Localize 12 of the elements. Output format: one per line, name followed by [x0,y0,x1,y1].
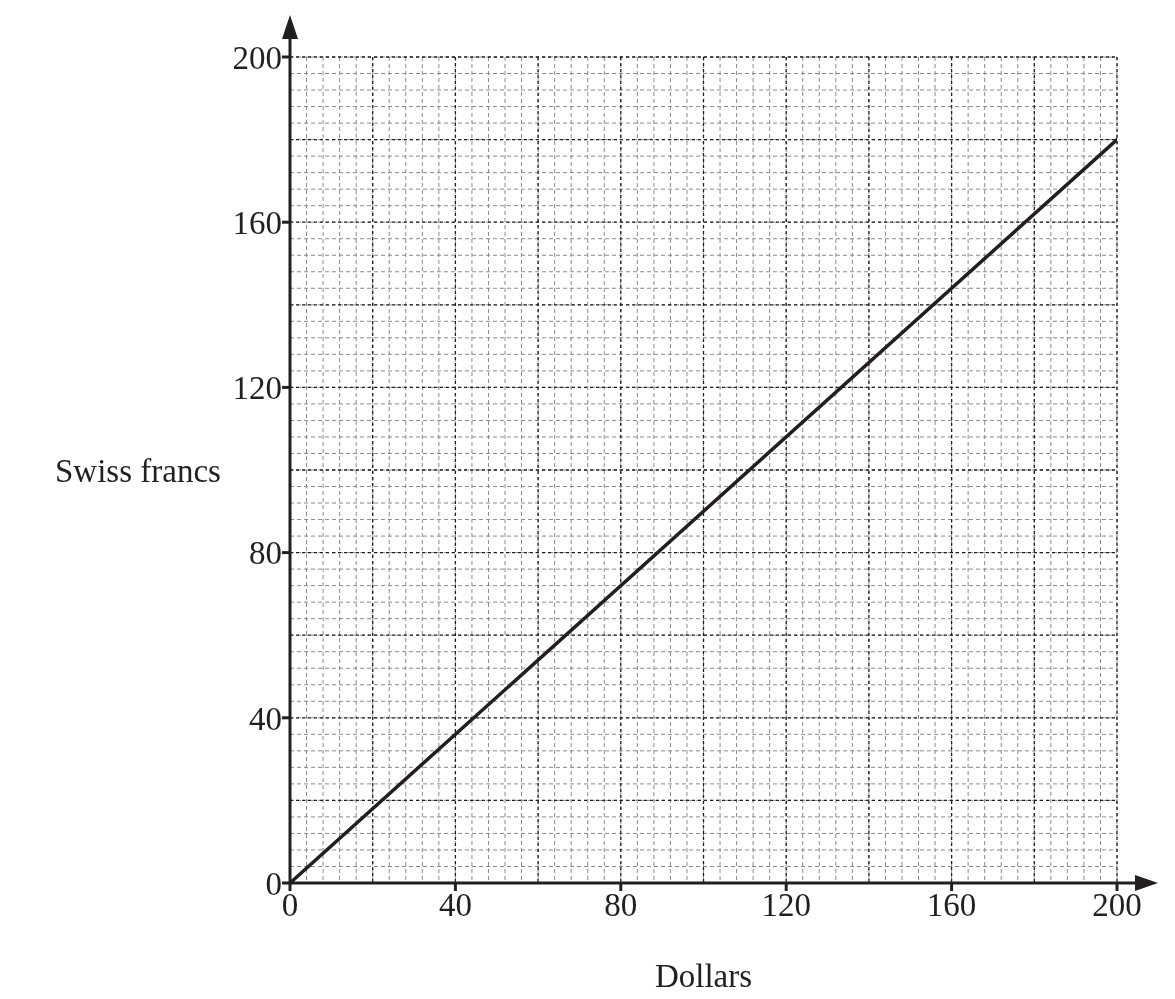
x-axis-title: Dollars [654,958,753,994]
x-tick-label: 40 [438,887,472,924]
x-tick-label: 200 [1092,887,1142,924]
x-tick-label: 160 [926,887,977,924]
y-tick-label: 200 [232,39,282,76]
y-tick-label: 80 [249,535,282,572]
y-tick-label: 40 [249,700,282,737]
x-tick-label: 80 [604,887,638,924]
x-tick-label: 120 [761,887,811,924]
y-tick-label: 160 [232,204,282,241]
y-axis-title: Swiss francs [55,452,221,489]
y-tick-label: 120 [232,370,282,407]
